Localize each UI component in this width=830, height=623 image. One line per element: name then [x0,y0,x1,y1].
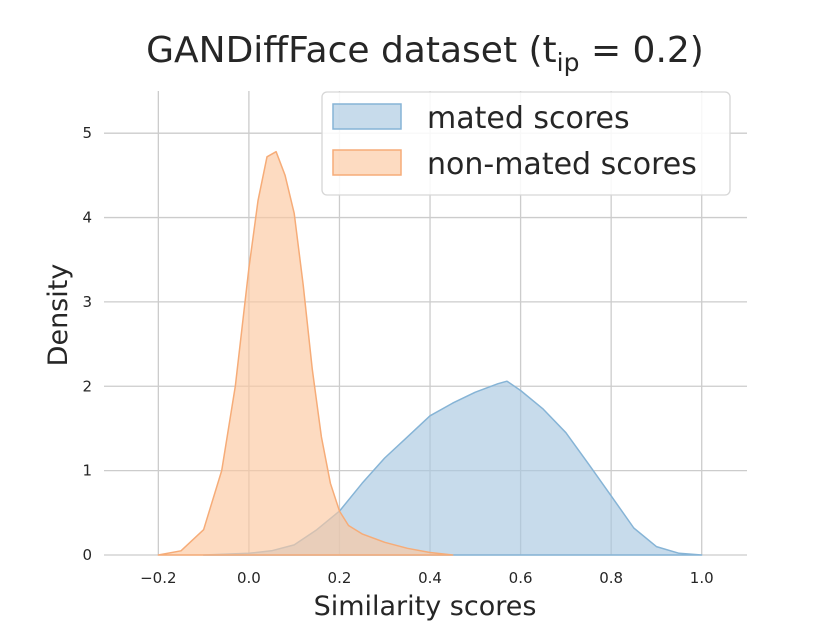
x-tick-label: 0.2 [328,569,352,587]
x-tick-label: 1.0 [690,569,714,587]
legend-swatch [332,103,402,130]
legend-label: non-mated scores [427,147,697,182]
x-axis-label: Similarity scores [314,591,537,622]
legend-box [321,91,731,196]
y-tick-label: 2 [82,377,92,395]
density-areas [157,150,703,556]
y-tick-label: 5 [82,124,92,142]
x-tick-labels: −0.2 0.0 0.2 0.4 0.6 0.8 1.0 [140,569,714,587]
x-tick-label: 0.6 [509,569,533,587]
x-tick-label: −0.2 [140,569,176,587]
y-tick-labels: 0 1 2 3 4 5 [82,124,92,564]
x-tick-label: 0.8 [599,569,623,587]
y-tick-label: 1 [82,462,92,480]
y-tick-label: 0 [82,546,92,564]
legend: mated scores non-mated scores [321,91,731,196]
x-tick-label: 0.4 [418,569,442,587]
y-tick-label: 4 [82,209,92,227]
x-tick-label: 0.0 [237,569,261,587]
density-area-non-mated [157,150,454,556]
y-tick-label: 3 [82,293,92,311]
legend-swatch [332,149,402,176]
legend-label: mated scores [427,101,630,136]
chart-title: GANDiffFace dataset (tip = 0.2) [146,30,704,77]
y-axis-label: Density [43,264,74,367]
